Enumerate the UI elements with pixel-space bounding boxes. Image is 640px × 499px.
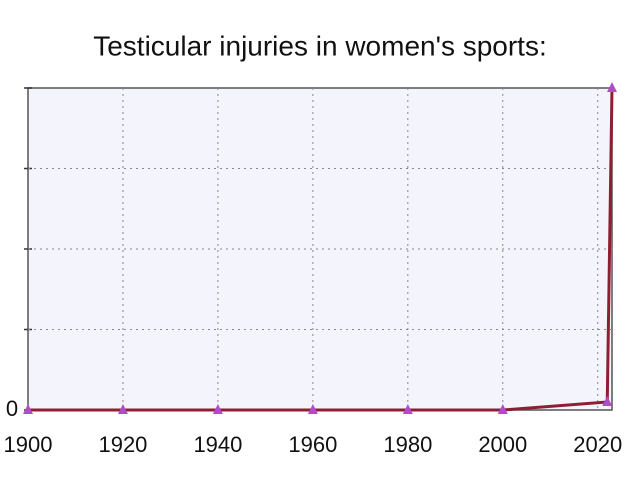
x-tick-label: 1900 [4, 432, 53, 457]
x-tick-label: 1920 [98, 432, 147, 457]
data-point [602, 395, 613, 406]
x-tick-label: 2000 [478, 432, 527, 457]
data-point [212, 404, 223, 414]
plot-area [27, 87, 613, 411]
x-tick-label: 1960 [288, 432, 337, 457]
chart-title: Testicular injuries in women's sports: [93, 30, 547, 61]
data-point [307, 404, 318, 414]
data-point [402, 404, 413, 414]
data-point [23, 404, 33, 414]
y-tick-label: 0 [6, 396, 18, 421]
data-point [607, 82, 617, 92]
x-tick-label: 2020 [573, 432, 622, 457]
x-tick-label: 1940 [193, 432, 242, 457]
data-point [497, 404, 508, 414]
x-tick-label: 1980 [383, 432, 432, 457]
series-line [28, 87, 614, 412]
data-point [117, 404, 128, 414]
